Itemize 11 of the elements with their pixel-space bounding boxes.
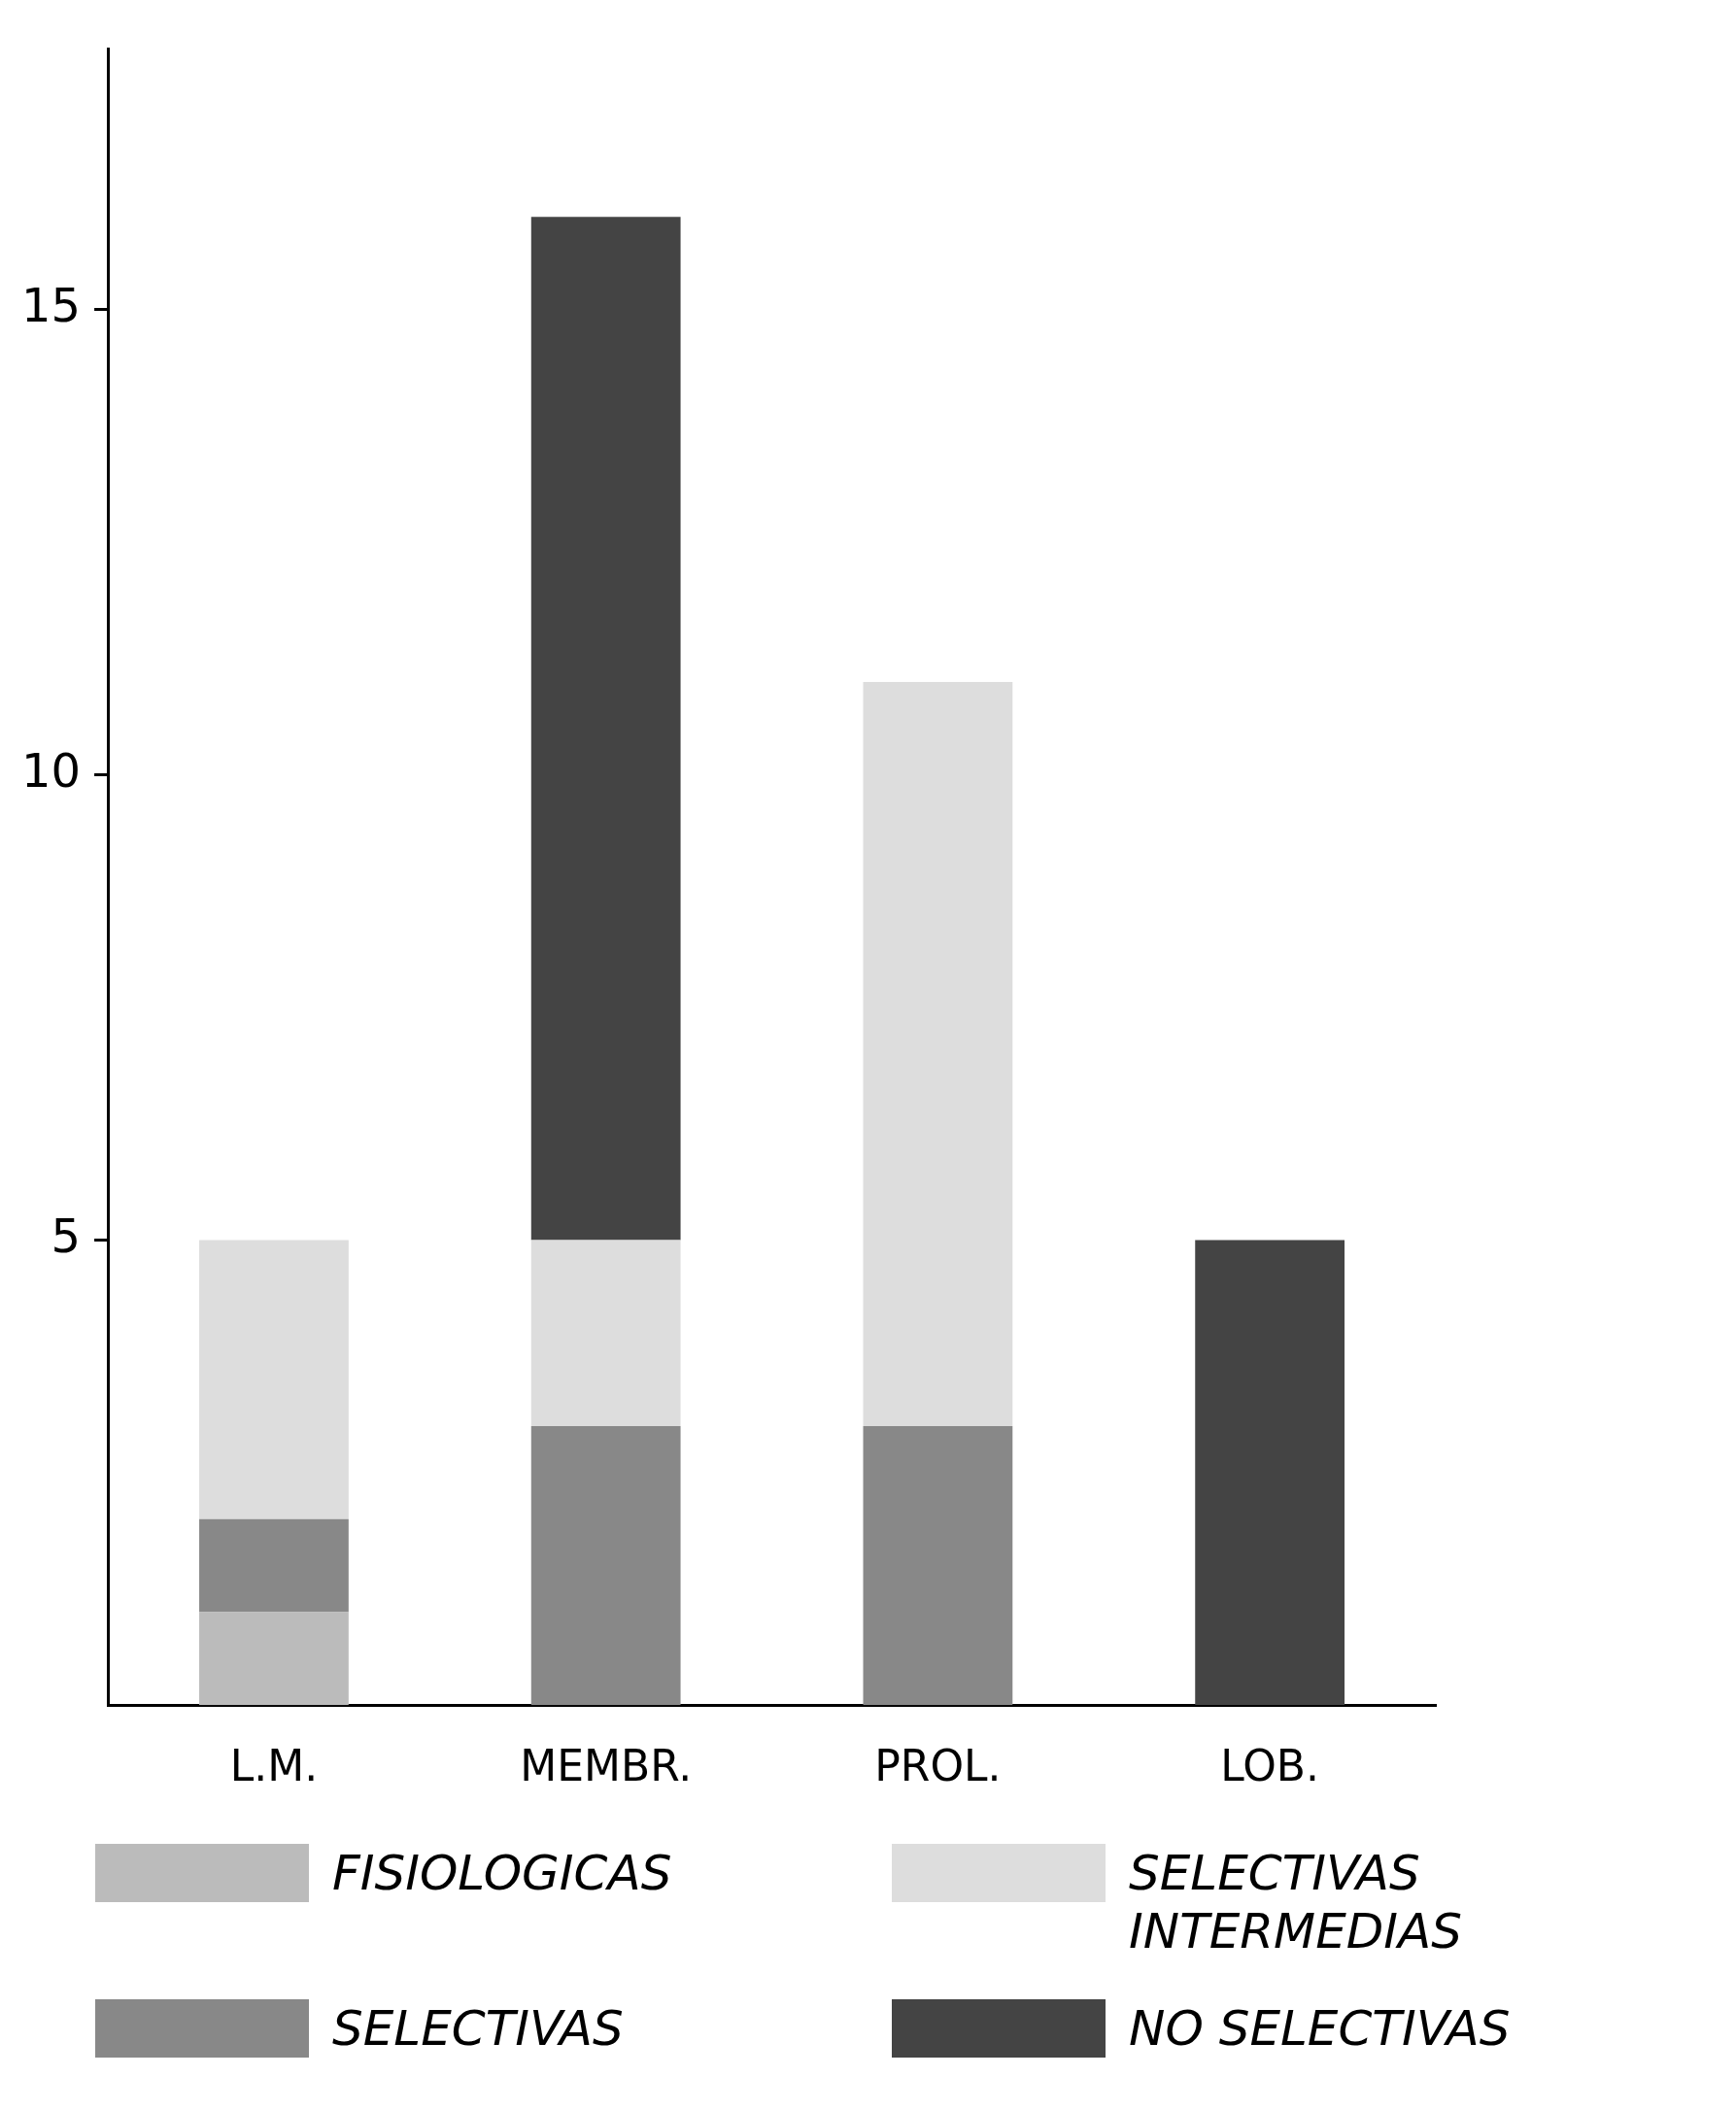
x-tick-label: PROL. [874, 1741, 1002, 1791]
legend-label: FISIOLOGICAS [332, 1844, 672, 1902]
legend-label: NO SELECTIVAS [1129, 1999, 1511, 2058]
legend-label: SELECTIVAS [332, 1999, 624, 2058]
legend-label: SELECTIVAS INTERMEDIAS [1129, 1844, 1463, 1960]
y-tick-label: 10 [21, 743, 82, 799]
x-tick-label: MEMBR. [520, 1741, 693, 1791]
x-tick-label: LOB. [1220, 1741, 1320, 1791]
y-tick-label: 15 [21, 278, 82, 333]
x-tick-label: L.M. [229, 1741, 319, 1791]
y-tick-label: 5 [51, 1208, 82, 1263]
